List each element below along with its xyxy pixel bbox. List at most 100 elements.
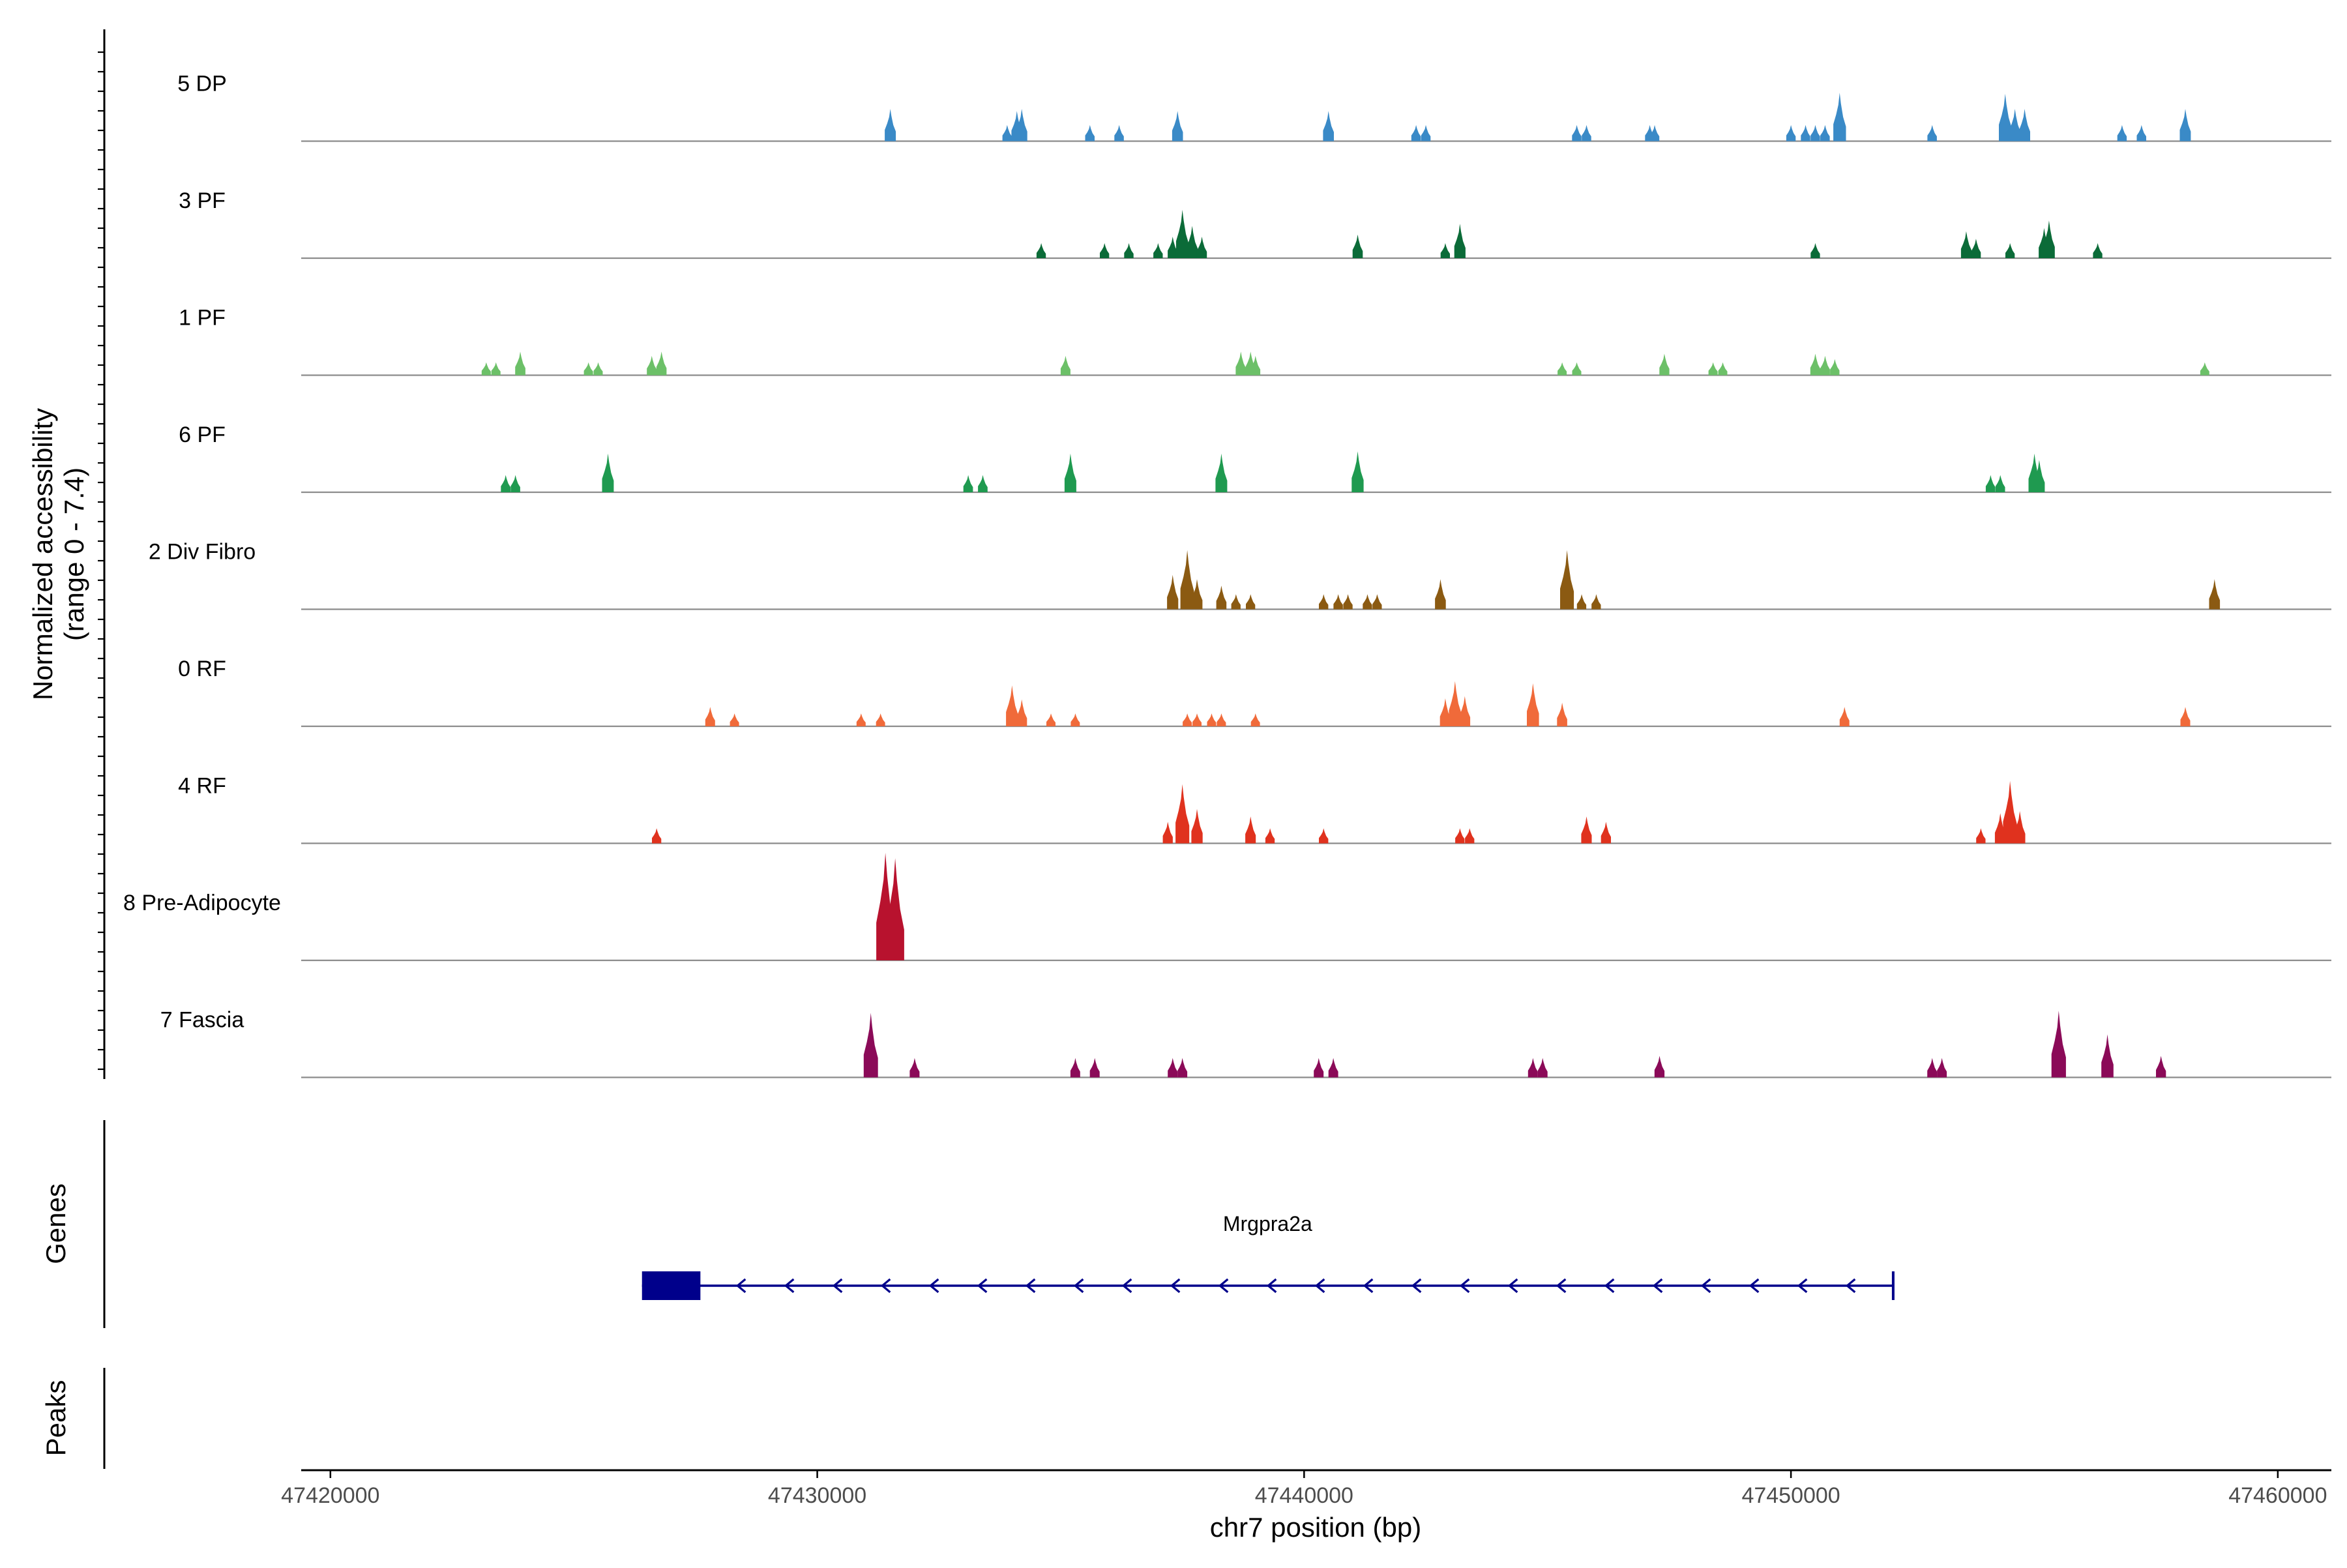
coverage-track: 2 Div Fibro <box>149 540 2331 610</box>
coverage-peak <box>1319 828 1329 844</box>
coverage-peak <box>1801 125 1810 141</box>
coverage-peak <box>1187 226 1198 258</box>
coverage-peak <box>1786 125 1796 141</box>
coverage-peak <box>2003 780 2017 844</box>
gene-strand-arrow <box>1218 1278 1229 1294</box>
coverage-peak <box>730 713 739 726</box>
coverage-peak <box>1246 594 1256 610</box>
coverage-peak <box>1070 1058 1080 1078</box>
coverage-peak <box>1070 713 1080 726</box>
coverage-peak <box>1314 1058 1324 1078</box>
coverage-y-axis <box>98 29 106 1079</box>
gene-strand-arrow <box>784 1278 795 1294</box>
coverage-peak <box>481 362 491 376</box>
coverage-peak <box>978 475 988 492</box>
coverage-track: 1 PF <box>179 306 2331 376</box>
coverage-peak <box>1217 713 1226 726</box>
gene-strand-arrow <box>1459 1278 1470 1294</box>
coverage-peak <box>1576 594 1587 610</box>
coverage-peak <box>1265 828 1275 844</box>
coverage-peak <box>1927 1058 1938 1078</box>
coverage-peak <box>1927 125 1937 141</box>
coverage-peak <box>1454 224 1466 258</box>
coverage-peak <box>856 713 866 726</box>
coverage-peak <box>2033 460 2045 492</box>
coverage-peak <box>2200 362 2209 376</box>
coverage-peak <box>1162 821 1173 844</box>
gene-strand-arrow <box>1266 1278 1277 1294</box>
gene-strand-arrow <box>1556 1278 1567 1294</box>
coverage-peak <box>1527 683 1539 726</box>
coverage-track: 0 RF <box>178 657 2331 728</box>
coverage-peak <box>886 858 904 960</box>
coverage-track: 7 Fascia <box>160 1008 2331 1078</box>
track-label: 8 Pre-Adipocyte <box>123 891 281 915</box>
coverage-track: 3 PF <box>179 188 2331 259</box>
coverage-peak <box>2179 109 2191 141</box>
x-axis: 47420000 47430000 47440000 47450000 47460000 <box>281 1469 2331 1508</box>
gene-strand-arrow <box>832 1278 843 1294</box>
x-tick-label: 47420000 <box>281 1483 379 1508</box>
coverage-peak <box>1440 243 1450 258</box>
coverage-peak <box>1231 594 1241 610</box>
track-label: 4 RF <box>178 774 226 799</box>
coverage-peak <box>1363 594 1372 610</box>
coverage-track: 6 PF <box>179 422 2331 494</box>
coverage-peak <box>1153 243 1163 258</box>
coverage-peak <box>1455 828 1465 844</box>
coverage-peak <box>1323 111 1334 141</box>
gene-strand-arrow <box>1507 1278 1518 1294</box>
track-label: 3 PF <box>179 188 226 213</box>
coverage-peak <box>1002 125 1012 141</box>
coverage-peak <box>705 707 715 726</box>
coverage-peak <box>885 109 896 141</box>
gene-strand-arrow <box>1170 1278 1181 1294</box>
track-label: 7 Fascia <box>160 1008 244 1033</box>
coverage-peak <box>1036 243 1046 258</box>
track-label: 0 RF <box>178 657 226 681</box>
gene-strand-arrow <box>1363 1278 1374 1294</box>
coverage-peak <box>1995 475 2005 492</box>
coverage-peak <box>1560 550 1574 610</box>
coverage-peak <box>1114 125 1124 141</box>
track-label: 6 PF <box>179 422 226 447</box>
coverage-peak <box>1820 355 1830 376</box>
gene-strand-arrow <box>1025 1278 1036 1294</box>
coverage-track: 4 RF <box>178 774 2331 844</box>
gene-strand-arrow <box>1604 1278 1615 1294</box>
coverage-peak <box>593 362 603 376</box>
coverage-peak <box>1168 237 1178 258</box>
coverage-peak <box>602 453 614 492</box>
coverage-peak <box>1459 696 1471 726</box>
coverage-peak <box>1820 125 1830 141</box>
coverage-peak <box>1180 550 1194 610</box>
coverage-peak <box>1572 362 1582 376</box>
track-label: 1 PF <box>179 306 226 331</box>
coverage-peak <box>1718 362 1728 376</box>
coverage-peak <box>1196 237 1207 258</box>
coverage-peak <box>1830 359 1840 376</box>
coverage-peak <box>1654 1056 1665 1078</box>
coverage-peak <box>1207 713 1217 726</box>
coverage-peak <box>2156 1056 2166 1078</box>
coverage-peak <box>1333 594 1343 610</box>
coverage-peak <box>1528 1058 1538 1078</box>
coverage-peak <box>1449 681 1462 726</box>
x-tick-label: 47460000 <box>2228 1483 2327 1508</box>
coverage-peak <box>1175 784 1190 844</box>
gene-strand-arrow <box>1121 1278 1132 1294</box>
gene-strand-arrow <box>1845 1278 1856 1294</box>
coverage-peak <box>652 828 662 844</box>
coverage-peak <box>647 355 657 376</box>
x-tick-label: 47430000 <box>768 1483 866 1508</box>
coverage-peak <box>2209 579 2221 610</box>
coverage-peak <box>1601 821 1611 844</box>
y-axis-title: Normalized accessibility <box>27 408 58 700</box>
gene-strand-arrow <box>1073 1278 1084 1294</box>
coverage-peak <box>2005 243 2015 258</box>
coverage-peak <box>1064 453 1076 492</box>
coverage-peak <box>1343 594 1353 610</box>
coverage-peak <box>1006 685 1018 726</box>
